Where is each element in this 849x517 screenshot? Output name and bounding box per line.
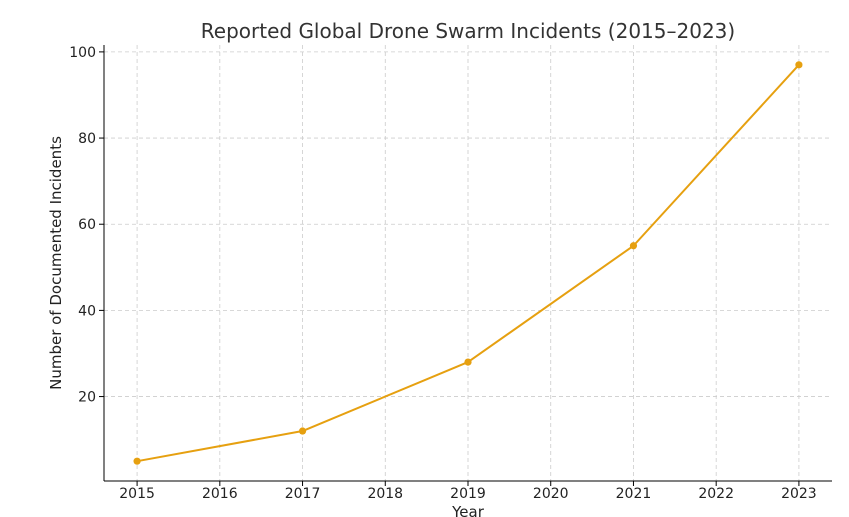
y-tick-label: 100 — [69, 45, 96, 61]
data-point — [133, 457, 141, 465]
y-tick-label: 60 — [78, 217, 96, 233]
data-point — [298, 427, 307, 435]
x-tick-label: 2017 — [285, 486, 321, 502]
x-tick-label: 2015 — [119, 486, 155, 502]
y-ticks: 20 40 60 80 100 — [69, 45, 104, 406]
data-point — [464, 358, 472, 366]
x-tick-label: 2021 — [616, 486, 652, 502]
y-tick-label: 40 — [78, 303, 96, 319]
y-tick-label: 80 — [78, 131, 96, 147]
x-tick-label: 2016 — [202, 486, 238, 502]
x-ticks: 2015 2016 2017 2018 2019 2020 2021 2022 2023 — [119, 481, 817, 502]
series-group — [133, 61, 803, 465]
x-tick-label: 2019 — [450, 486, 486, 502]
x-tick-label: 2020 — [533, 486, 569, 502]
x-tick-label: 2022 — [698, 486, 734, 502]
chart-title: Reported Global Drone Swarm Incidents (2… — [201, 19, 735, 43]
grid-lines — [104, 45, 832, 481]
y-axis-label: Number of Documented Incidents — [47, 136, 65, 390]
data-point — [629, 242, 638, 250]
data-point — [795, 61, 803, 69]
x-tick-label: 2018 — [367, 486, 403, 502]
x-tick-label: 2023 — [781, 486, 817, 502]
y-tick-label: 20 — [78, 390, 96, 406]
x-axis-label: Year — [451, 503, 485, 517]
